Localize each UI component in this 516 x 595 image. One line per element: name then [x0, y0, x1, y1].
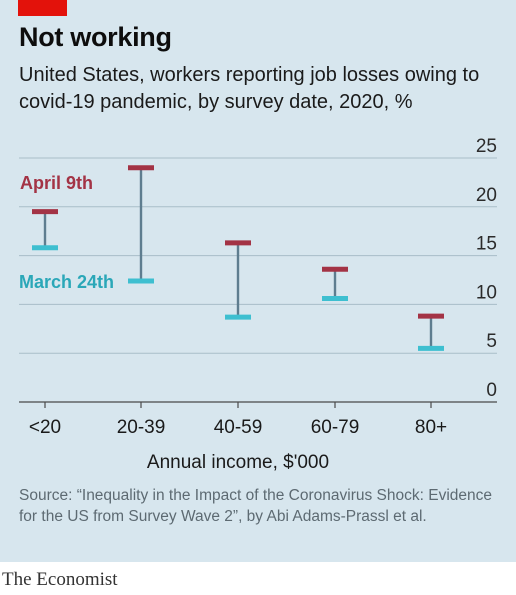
y-tick-label: 20	[476, 185, 497, 206]
economist-logo-text: The Economist	[2, 569, 118, 590]
chart-panel: Not working United States, workers repor…	[0, 0, 516, 562]
chart-subtitle: United States, workers reporting job los…	[19, 64, 480, 113]
source-note: Source: “Inequality in the Impact of the…	[19, 487, 492, 525]
x-tick-label: 60-79	[311, 417, 360, 438]
y-tick-label: 10	[476, 282, 497, 303]
legend-april-label: April 9th	[20, 173, 93, 193]
y-tick-label: 5	[486, 331, 497, 352]
brand-red-tag	[18, 0, 67, 16]
y-tick-label: 0	[486, 380, 497, 401]
range-chart: 0 5 10 15 20 25 <20 20-39 40-59 60-79 80+ April 9th…	[19, 136, 497, 473]
chart-title: Not working	[19, 22, 172, 52]
x-tick-label: <20	[29, 417, 61, 438]
y-tick-label: 25	[476, 136, 497, 157]
x-tick-label: 40-59	[214, 417, 263, 438]
legend-march-label: March 24th	[19, 272, 114, 292]
x-axis-title: Annual income, $'000	[147, 452, 329, 473]
y-tick-label: 15	[476, 234, 497, 255]
x-tick-label: 20-39	[117, 417, 166, 438]
x-tick-label: 80+	[415, 417, 447, 438]
